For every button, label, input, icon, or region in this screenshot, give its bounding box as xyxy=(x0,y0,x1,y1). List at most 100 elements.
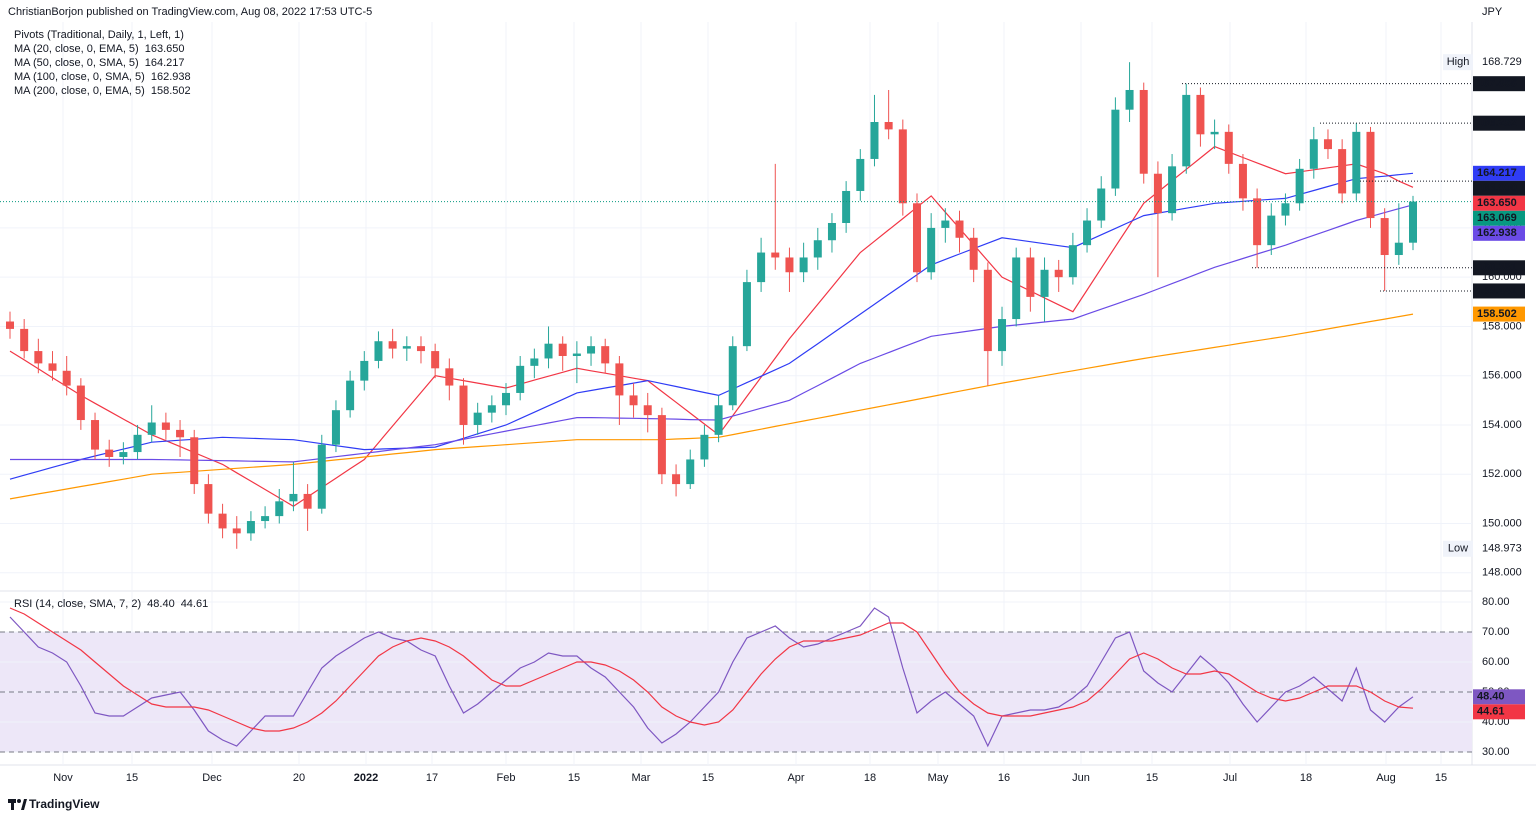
x-tick-label: Feb xyxy=(497,772,516,784)
candle-body xyxy=(445,368,454,386)
y-tick-label: 148.000 xyxy=(1482,567,1522,579)
logo-shape xyxy=(17,799,21,803)
x-tick-label: Mar xyxy=(632,772,651,784)
candle-body xyxy=(799,257,808,273)
candle-body xyxy=(431,351,440,369)
pivot-badge: 163.900 xyxy=(1477,182,1517,194)
candle-body xyxy=(289,493,298,502)
candle-body xyxy=(1139,89,1148,174)
candle-body xyxy=(402,346,411,349)
candle-body xyxy=(1295,168,1304,204)
tradingview-logo: TradingView xyxy=(8,797,100,811)
candle-body xyxy=(544,343,553,359)
candle-body xyxy=(275,501,284,517)
candle-body xyxy=(34,351,43,364)
y-tick-label: 152.000 xyxy=(1482,468,1522,480)
candle-body xyxy=(842,190,851,223)
legend-title: MA (200, close, 0, EMA, 5) xyxy=(14,85,145,97)
y-tick-label: 80.00 xyxy=(1482,596,1510,608)
x-tick-label: 15 xyxy=(1435,772,1447,784)
candle-body xyxy=(983,269,992,352)
candle-body xyxy=(1026,257,1035,297)
x-tick-label: 15 xyxy=(568,772,580,784)
candle-body xyxy=(176,429,185,438)
pivot-badge: 167.856 xyxy=(1477,78,1517,90)
candle-body xyxy=(1281,203,1290,216)
x-tick-label: 18 xyxy=(864,772,876,784)
candle-body xyxy=(317,444,326,509)
legend-value: 158.502 xyxy=(151,85,191,97)
moving-average-line xyxy=(9,145,1414,508)
low-label-box xyxy=(1443,540,1473,557)
candle-body xyxy=(1267,215,1276,246)
candle-body xyxy=(1083,220,1092,246)
candle-body xyxy=(105,449,114,457)
y-tick-label: 60.00 xyxy=(1482,656,1510,668)
moving-average-line xyxy=(10,204,1414,463)
candle-body xyxy=(672,474,681,485)
ma-badge-box xyxy=(1473,225,1525,241)
candle-body xyxy=(1309,139,1318,169)
rsi-line xyxy=(9,607,1414,732)
candle-body xyxy=(1352,131,1361,194)
candle-body xyxy=(643,405,652,416)
x-tick-label: Aug xyxy=(1376,772,1396,784)
candle-body xyxy=(346,380,355,411)
legend-title: RSI (14, close, SMA, 7, 2) xyxy=(14,598,141,610)
x-tick-label: 20 xyxy=(293,772,305,784)
x-tick-label: Apr xyxy=(787,772,804,784)
candle-body xyxy=(360,360,369,381)
logo-shape xyxy=(11,803,14,810)
candle-body xyxy=(1323,139,1332,150)
legend-value: 162.938 xyxy=(151,71,191,83)
logo-shape xyxy=(8,799,16,803)
ma-badge: 158.502 xyxy=(1477,308,1517,320)
y-tick-label: 158.000 xyxy=(1482,320,1522,332)
candle-body xyxy=(1196,94,1205,135)
candle-body xyxy=(502,392,511,406)
high-label-box xyxy=(1443,54,1473,71)
candle-body xyxy=(587,346,596,354)
candle-body xyxy=(1125,89,1134,110)
x-tick-label: 15 xyxy=(126,772,138,784)
candle-body xyxy=(331,410,340,445)
candle-body xyxy=(487,405,496,413)
candle-body xyxy=(927,227,936,273)
rsi-badge: 48.40 xyxy=(1477,691,1505,703)
candle-body xyxy=(459,385,468,425)
candle-body xyxy=(20,328,29,352)
y-tick-label: 154.000 xyxy=(1482,419,1522,431)
high-value: 168.729 xyxy=(1482,56,1522,68)
candle-body xyxy=(48,363,57,371)
candle-body xyxy=(416,346,425,352)
candle-body xyxy=(771,252,780,258)
logo-shape xyxy=(21,799,27,810)
candle-body xyxy=(898,129,907,204)
rsi-badge-box xyxy=(1473,689,1525,705)
x-tick-label: 2022 xyxy=(354,772,378,784)
x-tick-label: 15 xyxy=(702,772,714,784)
candle-body xyxy=(813,240,822,258)
x-tick-label: 18 xyxy=(1300,772,1312,784)
pivot-badge-box xyxy=(1473,115,1525,131)
x-tick-label: Jun xyxy=(1072,772,1090,784)
candle-body xyxy=(757,252,766,283)
candle-body xyxy=(161,422,170,430)
candle-body xyxy=(62,370,71,386)
candle-body xyxy=(516,365,525,393)
candle-body xyxy=(884,122,893,130)
candle-body xyxy=(530,358,539,366)
candle-body xyxy=(941,220,950,228)
candle-body xyxy=(1380,218,1389,256)
y-tick-label: 70.00 xyxy=(1482,626,1510,638)
pivot-badge-box xyxy=(1473,76,1525,92)
pivot-badge: 166.252 xyxy=(1477,117,1517,129)
candle-body xyxy=(856,158,865,191)
candle-body xyxy=(1012,257,1021,320)
candle-body xyxy=(1224,131,1233,164)
candle-body xyxy=(374,341,383,361)
pivot-badge-box xyxy=(1473,260,1525,276)
moving-average-line xyxy=(9,313,1414,500)
y-tick-label: 156.000 xyxy=(1482,370,1522,382)
candle-body xyxy=(870,122,879,159)
